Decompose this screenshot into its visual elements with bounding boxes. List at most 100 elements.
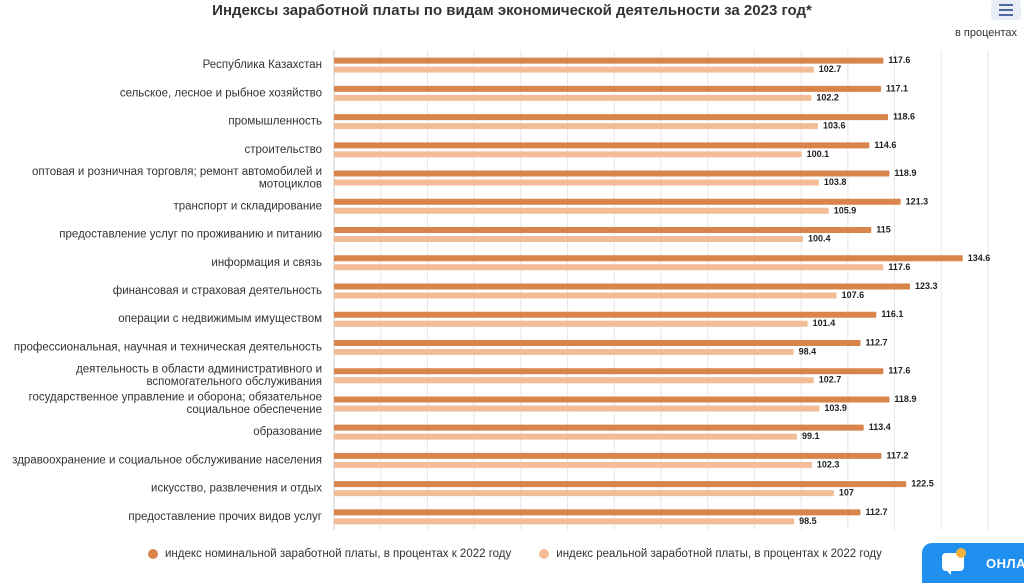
category-label: промышленность (228, 116, 322, 128)
category-label: строительство (245, 144, 322, 156)
bar-real[interactable] (334, 236, 804, 243)
data-label-nominal: 123.3 (915, 281, 938, 291)
bar-real[interactable] (334, 264, 884, 271)
category-label: предоставление услуг по проживанию и пит… (59, 229, 322, 241)
legend-label-nominal: индекс номинальной заработной платы, в п… (165, 548, 512, 560)
bar-chart: Республика Казахстан 117.6 102.7 сельское, … (12, 50, 990, 530)
legend-marker-nominal (148, 549, 158, 559)
data-label-real: 107.6 (842, 290, 865, 300)
bar-real[interactable] (334, 433, 797, 440)
data-label-real: 100.4 (808, 234, 831, 244)
category-label: здравоохранение и социальное обслуживани… (12, 454, 322, 466)
data-label-nominal: 118.9 (894, 168, 916, 178)
data-label-real: 98.4 (799, 346, 817, 356)
category-label: предоставление прочих видов услуг (128, 511, 322, 523)
category-label: Республика Казахстан (203, 59, 322, 71)
data-label-real: 107 (839, 488, 854, 498)
category-label: финансовая и страховая деятельность (113, 285, 322, 297)
category-label: деятельность в области административного… (76, 363, 322, 388)
data-label-real: 103.9 (824, 403, 847, 413)
bar-nominal[interactable] (334, 424, 864, 431)
bar-nominal[interactable] (334, 85, 882, 92)
bar-nominal[interactable] (334, 255, 963, 262)
bar-nominal[interactable] (334, 170, 890, 177)
bars (334, 57, 963, 525)
data-label-nominal: 112.7 (865, 507, 887, 517)
bar-nominal[interactable] (334, 509, 861, 516)
data-label-real: 100.1 (807, 149, 830, 159)
bar-nominal[interactable] (334, 368, 884, 375)
hamburger-menu-icon[interactable] (991, 0, 1021, 20)
category-label: искусство, развлечения и отдых (151, 483, 322, 495)
data-label-real: 103.6 (823, 121, 846, 131)
bar-real[interactable] (334, 66, 814, 73)
data-label-real: 101.4 (813, 318, 836, 328)
data-label-real: 103.8 (824, 177, 847, 187)
chart-title: Индексы заработной платы по видам эконом… (212, 2, 812, 19)
bar-nominal[interactable] (334, 481, 907, 488)
bar-nominal[interactable] (334, 339, 861, 346)
bar-nominal[interactable] (334, 283, 910, 290)
data-label-real: 117.6 (888, 262, 910, 272)
bar-nominal[interactable] (334, 227, 872, 234)
data-label-nominal: 117.6 (888, 366, 910, 376)
bar-nominal[interactable] (334, 142, 870, 149)
bar-real[interactable] (334, 207, 829, 214)
data-label-real: 102.3 (817, 459, 840, 469)
bar-nominal[interactable] (334, 396, 890, 403)
online-chat-label: ОНЛАЙН (986, 556, 1024, 571)
category-label: оптовая и розничная торговля; ремонт авт… (32, 166, 322, 191)
data-label-nominal: 117.2 (886, 450, 908, 460)
category-label: государственное управление и оборона; об… (29, 392, 322, 417)
labels: Республика Казахстан 117.6 102.7 сельское, … (12, 55, 990, 526)
online-chat-widget[interactable]: ОНЛАЙН (922, 543, 1024, 583)
legend: индекс номинальной заработной платы, в п… (148, 548, 882, 560)
data-label-nominal: 113.4 (869, 422, 891, 432)
data-label-nominal: 115 (876, 225, 891, 235)
data-label-nominal: 117.6 (888, 55, 910, 65)
bar-real[interactable] (334, 461, 812, 468)
bar-nominal[interactable] (334, 452, 882, 459)
category-label: операции с недвижимым имуществом (118, 313, 322, 325)
legend-item-real[interactable]: индекс реальной заработной платы, в проц… (539, 548, 882, 560)
legend-item-nominal[interactable]: индекс номинальной заработной платы, в п… (148, 548, 511, 560)
bar-real[interactable] (334, 123, 818, 130)
data-label-nominal: 118.6 (893, 112, 915, 122)
data-label-nominal: 122.5 (911, 479, 934, 489)
bar-real[interactable] (334, 405, 820, 412)
legend-label-real: индекс реальной заработной платы, в проц… (556, 548, 882, 560)
bar-real[interactable] (334, 179, 819, 186)
data-label-nominal: 114.6 (874, 140, 896, 150)
bar-real[interactable] (334, 94, 812, 101)
bar-real[interactable] (334, 320, 808, 327)
data-label-nominal: 116.1 (881, 309, 903, 319)
bar-nominal[interactable] (334, 198, 901, 205)
bar-real[interactable] (334, 377, 814, 384)
category-label: образование (253, 426, 322, 438)
data-label-real: 102.7 (819, 375, 842, 385)
bar-real[interactable] (334, 348, 794, 355)
category-label: сельское, лесное и рыбное хозяйство (120, 87, 322, 99)
legend-marker-real (539, 549, 550, 559)
data-label-real: 105.9 (834, 205, 857, 215)
bar-real[interactable] (334, 151, 802, 158)
bar-nominal[interactable] (334, 114, 889, 121)
category-label: информация и связь (211, 257, 322, 269)
data-label-nominal: 121.3 (906, 196, 929, 206)
bar-real[interactable] (334, 292, 837, 299)
unit-label: в процентах (955, 27, 1017, 39)
data-label-real: 98.5 (799, 516, 817, 526)
data-label-real: 102.2 (816, 92, 839, 102)
category-label: профессиональная, научная и техническая … (14, 341, 322, 353)
data-label-nominal: 117.1 (886, 83, 908, 93)
bar-nominal[interactable] (334, 57, 884, 64)
bar-real[interactable] (334, 490, 834, 497)
data-label-real: 99.1 (802, 431, 820, 441)
data-label-real: 102.7 (819, 64, 842, 74)
bar-real[interactable] (334, 518, 795, 525)
data-label-nominal: 112.7 (865, 337, 887, 347)
notification-badge (956, 548, 966, 558)
grid-lines (333, 50, 989, 530)
data-label-nominal: 118.9 (894, 394, 916, 404)
bar-nominal[interactable] (334, 311, 877, 318)
